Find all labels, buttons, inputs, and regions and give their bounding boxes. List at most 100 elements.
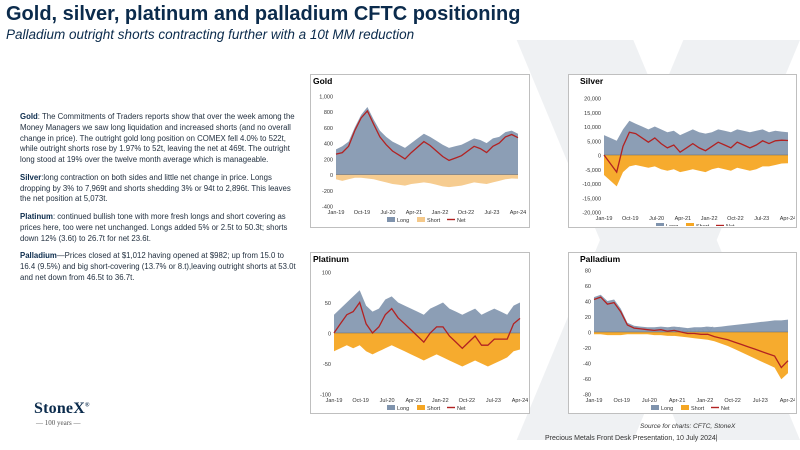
- series-short-area: [334, 333, 520, 367]
- x-tick-label: Jan-19: [596, 216, 613, 222]
- stonex-logo: StoneX® — 100 years —: [34, 400, 90, 427]
- series-long-area: [604, 120, 788, 155]
- x-tick-label: Jan-19: [326, 398, 343, 404]
- y-tick-label: 0: [328, 332, 331, 338]
- y-tick-label: 60: [585, 284, 591, 290]
- legend-swatch: [656, 223, 664, 226]
- series-net-line: [335, 109, 519, 162]
- x-tick-label: Jul-20: [649, 216, 664, 222]
- series-long-area: [336, 107, 518, 175]
- x-tick-label: Apr-21: [669, 398, 686, 404]
- y-tick-label: -40: [583, 362, 591, 368]
- series-long-area: [334, 290, 520, 333]
- series-net-line: [333, 301, 521, 350]
- x-tick-label: Jul-23: [485, 210, 500, 216]
- y-tick-label: -80: [583, 393, 591, 399]
- y-tick-label: 20,000: [584, 97, 601, 103]
- commentary-silver: Silver:long contraction on both sides an…: [20, 172, 291, 204]
- logo-name: StoneX: [34, 400, 85, 417]
- y-tick-label: -5,000: [585, 168, 601, 174]
- x-tick-label: Apr-21: [405, 398, 422, 404]
- x-tick-label: Apr-24: [780, 398, 795, 404]
- legend-swatch: [417, 405, 425, 410]
- page-title: Gold, silver, platinum and palladium CFT…: [6, 3, 521, 25]
- x-tick-label: Jan-19: [586, 398, 603, 404]
- y-tick-label: 200: [324, 157, 333, 163]
- commentary-platinum: Platinum: continued bullish tone with mo…: [20, 212, 288, 243]
- x-tick-label: Jul-23: [754, 216, 769, 222]
- x-tick-label: Jan-22: [432, 210, 449, 216]
- series-long-area: [594, 294, 788, 332]
- y-tick-label: -20: [583, 346, 591, 352]
- legend-label: Short: [696, 224, 710, 226]
- legend-label: Net: [457, 218, 466, 224]
- x-tick-label: Jul-20: [381, 210, 396, 216]
- legend-label: Net: [721, 406, 730, 412]
- legend-label: Long: [397, 218, 409, 224]
- y-tick-label: -100: [320, 393, 331, 399]
- x-tick-label: Oct-19: [622, 216, 639, 222]
- gold-chart-title: Gold: [313, 76, 333, 86]
- palladium-chart: StoneX806040200-20-40-60-80Jan-19Oct-19J…: [583, 269, 795, 413]
- x-tick-label: Oct-19: [352, 398, 369, 404]
- y-tick-label: -60: [583, 377, 591, 383]
- y-tick-label: -15,000: [582, 196, 601, 202]
- x-tick-label: Oct-19: [354, 210, 371, 216]
- y-tick-label: 1,000: [319, 95, 333, 101]
- x-tick-label: Apr-21: [406, 210, 423, 216]
- logo-mark: ®: [84, 402, 90, 409]
- y-tick-label: -400: [322, 205, 333, 211]
- commentary-gold: Gold: The Commitments of Traders reports…: [20, 112, 295, 164]
- x-tick-label: Oct-22: [459, 398, 476, 404]
- x-tick-label: Oct-22: [458, 210, 475, 216]
- x-tick-label: Apr-21: [675, 216, 692, 222]
- y-tick-label: 600: [324, 126, 333, 132]
- legend-swatch: [686, 223, 694, 226]
- legend-swatch: [387, 217, 395, 222]
- x-tick-label: Oct-22: [727, 216, 744, 222]
- x-tick-label: Jan-22: [696, 398, 713, 404]
- x-tick-label: Apr-24: [780, 216, 795, 222]
- commentary: Gold: The Commitments of Traders reports…: [20, 112, 300, 291]
- x-tick-label: Oct-19: [613, 398, 630, 404]
- commentary-palladium: Palladium—Prices closed at $1,012 having…: [20, 251, 296, 282]
- series-short-area: [594, 332, 788, 380]
- x-tick-label: Apr-24: [512, 398, 528, 404]
- legend-label: Long: [666, 224, 678, 226]
- x-tick-label: Jul-20: [642, 398, 657, 404]
- y-tick-label: -10,000: [582, 182, 601, 188]
- y-tick-label: -200: [322, 189, 333, 195]
- x-tick-label: Apr-24: [510, 210, 527, 216]
- legend-label: Long: [661, 406, 673, 412]
- page-subtitle: Palladium outright shorts contracting fu…: [6, 27, 415, 42]
- legend-label: Long: [397, 406, 409, 412]
- x-tick-label: Jul-20: [380, 398, 395, 404]
- footer-text: Precious Metals Front Desk Presentation,…: [545, 435, 718, 442]
- x-tick-label: Jul-23: [486, 398, 501, 404]
- palladium-chart-title: Palladium: [580, 254, 621, 264]
- legend-swatch: [417, 217, 425, 222]
- y-tick-label: 40: [585, 300, 591, 306]
- y-tick-label: -50: [323, 362, 331, 368]
- legend-label: Short: [691, 406, 705, 412]
- x-tick-label: Jan-19: [328, 210, 345, 216]
- y-tick-label: 10,000: [584, 125, 601, 131]
- platinum-chart-title: Platinum: [313, 254, 349, 264]
- silver-chart-title: Silver: [580, 76, 604, 86]
- y-tick-label: 400: [324, 142, 333, 148]
- y-tick-label: 80: [585, 269, 591, 275]
- source-note: Source for charts: CFTC, StoneX: [640, 423, 736, 430]
- y-tick-label: 5,000: [587, 139, 601, 145]
- x-tick-label: Jan-22: [701, 216, 718, 222]
- y-tick-label: 0: [598, 154, 601, 160]
- y-tick-label: 0: [588, 331, 591, 337]
- x-tick-label: Jan-22: [432, 398, 449, 404]
- legend-label: Net: [726, 224, 735, 226]
- y-tick-label: 100: [322, 271, 331, 277]
- series-net-line: [603, 131, 789, 174]
- x-tick-label: Oct-22: [724, 398, 741, 404]
- legend-label: Short: [427, 406, 441, 412]
- silver-chart: 20,000 15,000 10,000 5,000 0 -5,000 -10,000 -15…: [582, 97, 795, 226]
